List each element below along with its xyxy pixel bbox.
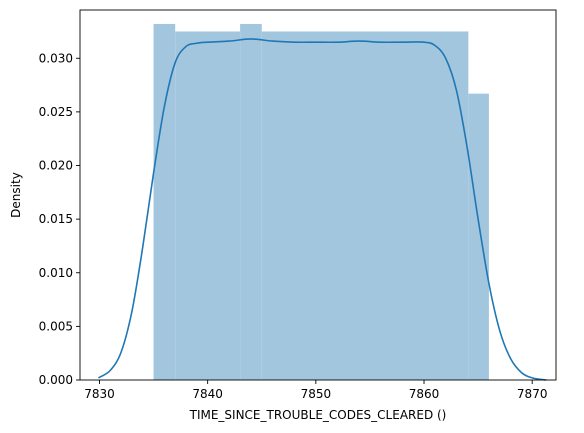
y-tick-label: 0.005 (39, 319, 73, 333)
y-tick-label: 0.030 (39, 51, 73, 65)
y-axis: 0.000 0.005 0.010 0.015 0.020 0.025 0.030 (39, 51, 80, 387)
histogram-bar-2 (240, 23, 262, 381)
y-tick-label: 0.020 (39, 159, 73, 173)
histogram-bars (153, 23, 489, 381)
y-axis-label: Density (9, 172, 23, 218)
histogram-bar-4 (468, 93, 489, 381)
plot-frame (79, 9, 557, 381)
x-axis-label: TIME_SINCE_TROUBLE_CODES_CLEARED () (189, 408, 447, 422)
x-axis: 7830 7840 7850 7860 7870 (84, 380, 547, 401)
histogram-bar-1 (175, 31, 241, 380)
histogram-bar-3 (261, 31, 469, 380)
y-tick-label: 0.010 (39, 266, 73, 280)
x-tick-label: 7860 (409, 387, 440, 401)
y-tick-label: 0.000 (39, 373, 73, 387)
x-tick-label: 7870 (517, 387, 548, 401)
y-tick-label: 0.015 (39, 212, 73, 226)
x-tick-label: 7840 (192, 387, 223, 401)
histogram-bar-0 (153, 23, 176, 381)
x-tick-label: 7830 (84, 387, 115, 401)
kde-curve (97, 38, 547, 381)
y-tick-label: 0.025 (39, 105, 73, 119)
x-tick-label: 7850 (301, 387, 332, 401)
